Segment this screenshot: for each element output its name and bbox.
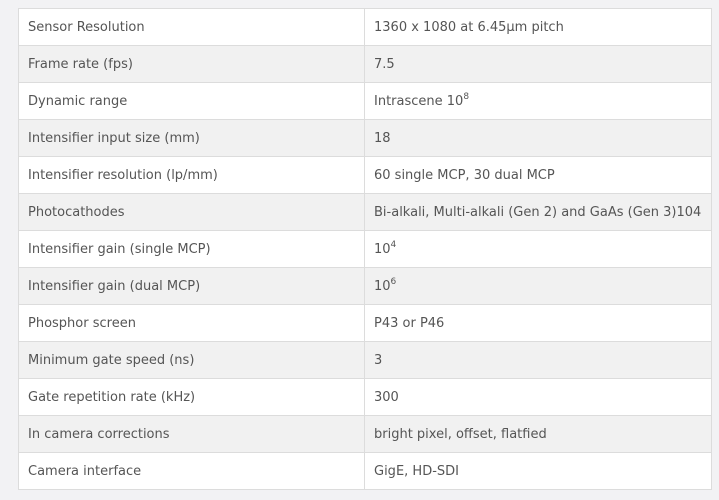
spec-value-text: GigE, HD-SDI: [374, 463, 459, 479]
table-row: Photocathodes Bi-alkali, Multi-alkali (Ge…: [18, 193, 712, 231]
spec-label: Phosphor screen: [18, 304, 365, 342]
table-row: Camera interface GigE, HD-SDI: [18, 452, 712, 490]
spec-value-text: 18: [374, 130, 391, 146]
spec-label: Minimum gate speed (ns): [18, 341, 365, 379]
spec-value: 104: [364, 230, 712, 268]
spec-value-text: 300: [374, 389, 399, 405]
table-row: Dynamic range Intrascene 108: [18, 82, 712, 120]
spec-value-text: Intrascene 10: [374, 93, 464, 109]
spec-label: In camera corrections: [18, 415, 365, 453]
spec-label: Camera interface: [18, 452, 365, 490]
spec-value: 300: [364, 378, 712, 416]
table-row: Intensifier gain (dual MCP) 106: [18, 267, 712, 305]
spec-value: 18: [364, 119, 712, 157]
table-row: Minimum gate speed (ns) 3: [18, 341, 712, 379]
spec-value: Bi-alkali, Multi-alkali (Gen 2) and GaAs…: [364, 193, 712, 231]
spec-label: Intensifier gain (single MCP): [18, 230, 365, 268]
spec-value: 1360 x 1080 at 6.45μm pitch: [364, 8, 712, 46]
table-row: Frame rate (fps) 7.5: [18, 45, 712, 83]
table-row: Intensifier input size (mm) 18: [18, 119, 712, 157]
table-row: Intensifier resolution (lp/mm) 60 single …: [18, 156, 712, 194]
spec-value-text: 10: [374, 278, 391, 294]
spec-label: Dynamic range: [18, 82, 365, 120]
spec-value: 7.5: [364, 45, 712, 83]
exponent: 4: [390, 239, 397, 250]
spec-value-text: 10: [374, 241, 391, 257]
spec-value: P43 or P46: [364, 304, 712, 342]
spec-label: Intensifier input size (mm): [18, 119, 365, 157]
spec-label: Intensifier gain (dual MCP): [18, 267, 365, 305]
spec-value: bright pixel, offset, flatfied: [364, 415, 712, 453]
spec-value: GigE, HD-SDI: [364, 452, 712, 490]
spec-label: Sensor Resolution: [18, 8, 365, 46]
spec-label: Frame rate (fps): [18, 45, 365, 83]
spec-label: Gate repetition rate (kHz): [18, 378, 365, 416]
exponent: 6: [390, 276, 397, 287]
spec-value: 60 single MCP, 30 dual MCP: [364, 156, 712, 194]
spec-value-text: Bi-alkali, Multi-alkali (Gen 2) and GaAs…: [374, 204, 702, 220]
exponent: 8: [463, 91, 470, 102]
spec-label: Intensifier resolution (lp/mm): [18, 156, 365, 194]
table-row: In camera corrections bright pixel, offse…: [18, 415, 712, 453]
spec-value-text: 7.5: [374, 56, 395, 72]
spec-value: 106: [364, 267, 712, 305]
table-row: Intensifier gain (single MCP) 104: [18, 230, 712, 268]
table-row: Phosphor screen P43 or P46: [18, 304, 712, 342]
spec-value: Intrascene 108: [364, 82, 712, 120]
spec-value-text: P43 or P46: [374, 315, 445, 331]
spec-value: 3: [364, 341, 712, 379]
table-row: Gate repetition rate (kHz) 300: [18, 378, 712, 416]
spec-table: Sensor Resolution 1360 x 1080 at 6.45μm p…: [18, 8, 712, 490]
spec-value-text: 60 single MCP, 30 dual MCP: [374, 167, 555, 183]
spec-label: Photocathodes: [18, 193, 365, 231]
spec-value-text: 3: [374, 352, 383, 368]
table-row: Sensor Resolution 1360 x 1080 at 6.45μm p…: [18, 8, 712, 46]
spec-value-text: bright pixel, offset, flatfied: [374, 426, 547, 442]
spec-value-text: 1360 x 1080 at 6.45μm pitch: [374, 19, 564, 35]
